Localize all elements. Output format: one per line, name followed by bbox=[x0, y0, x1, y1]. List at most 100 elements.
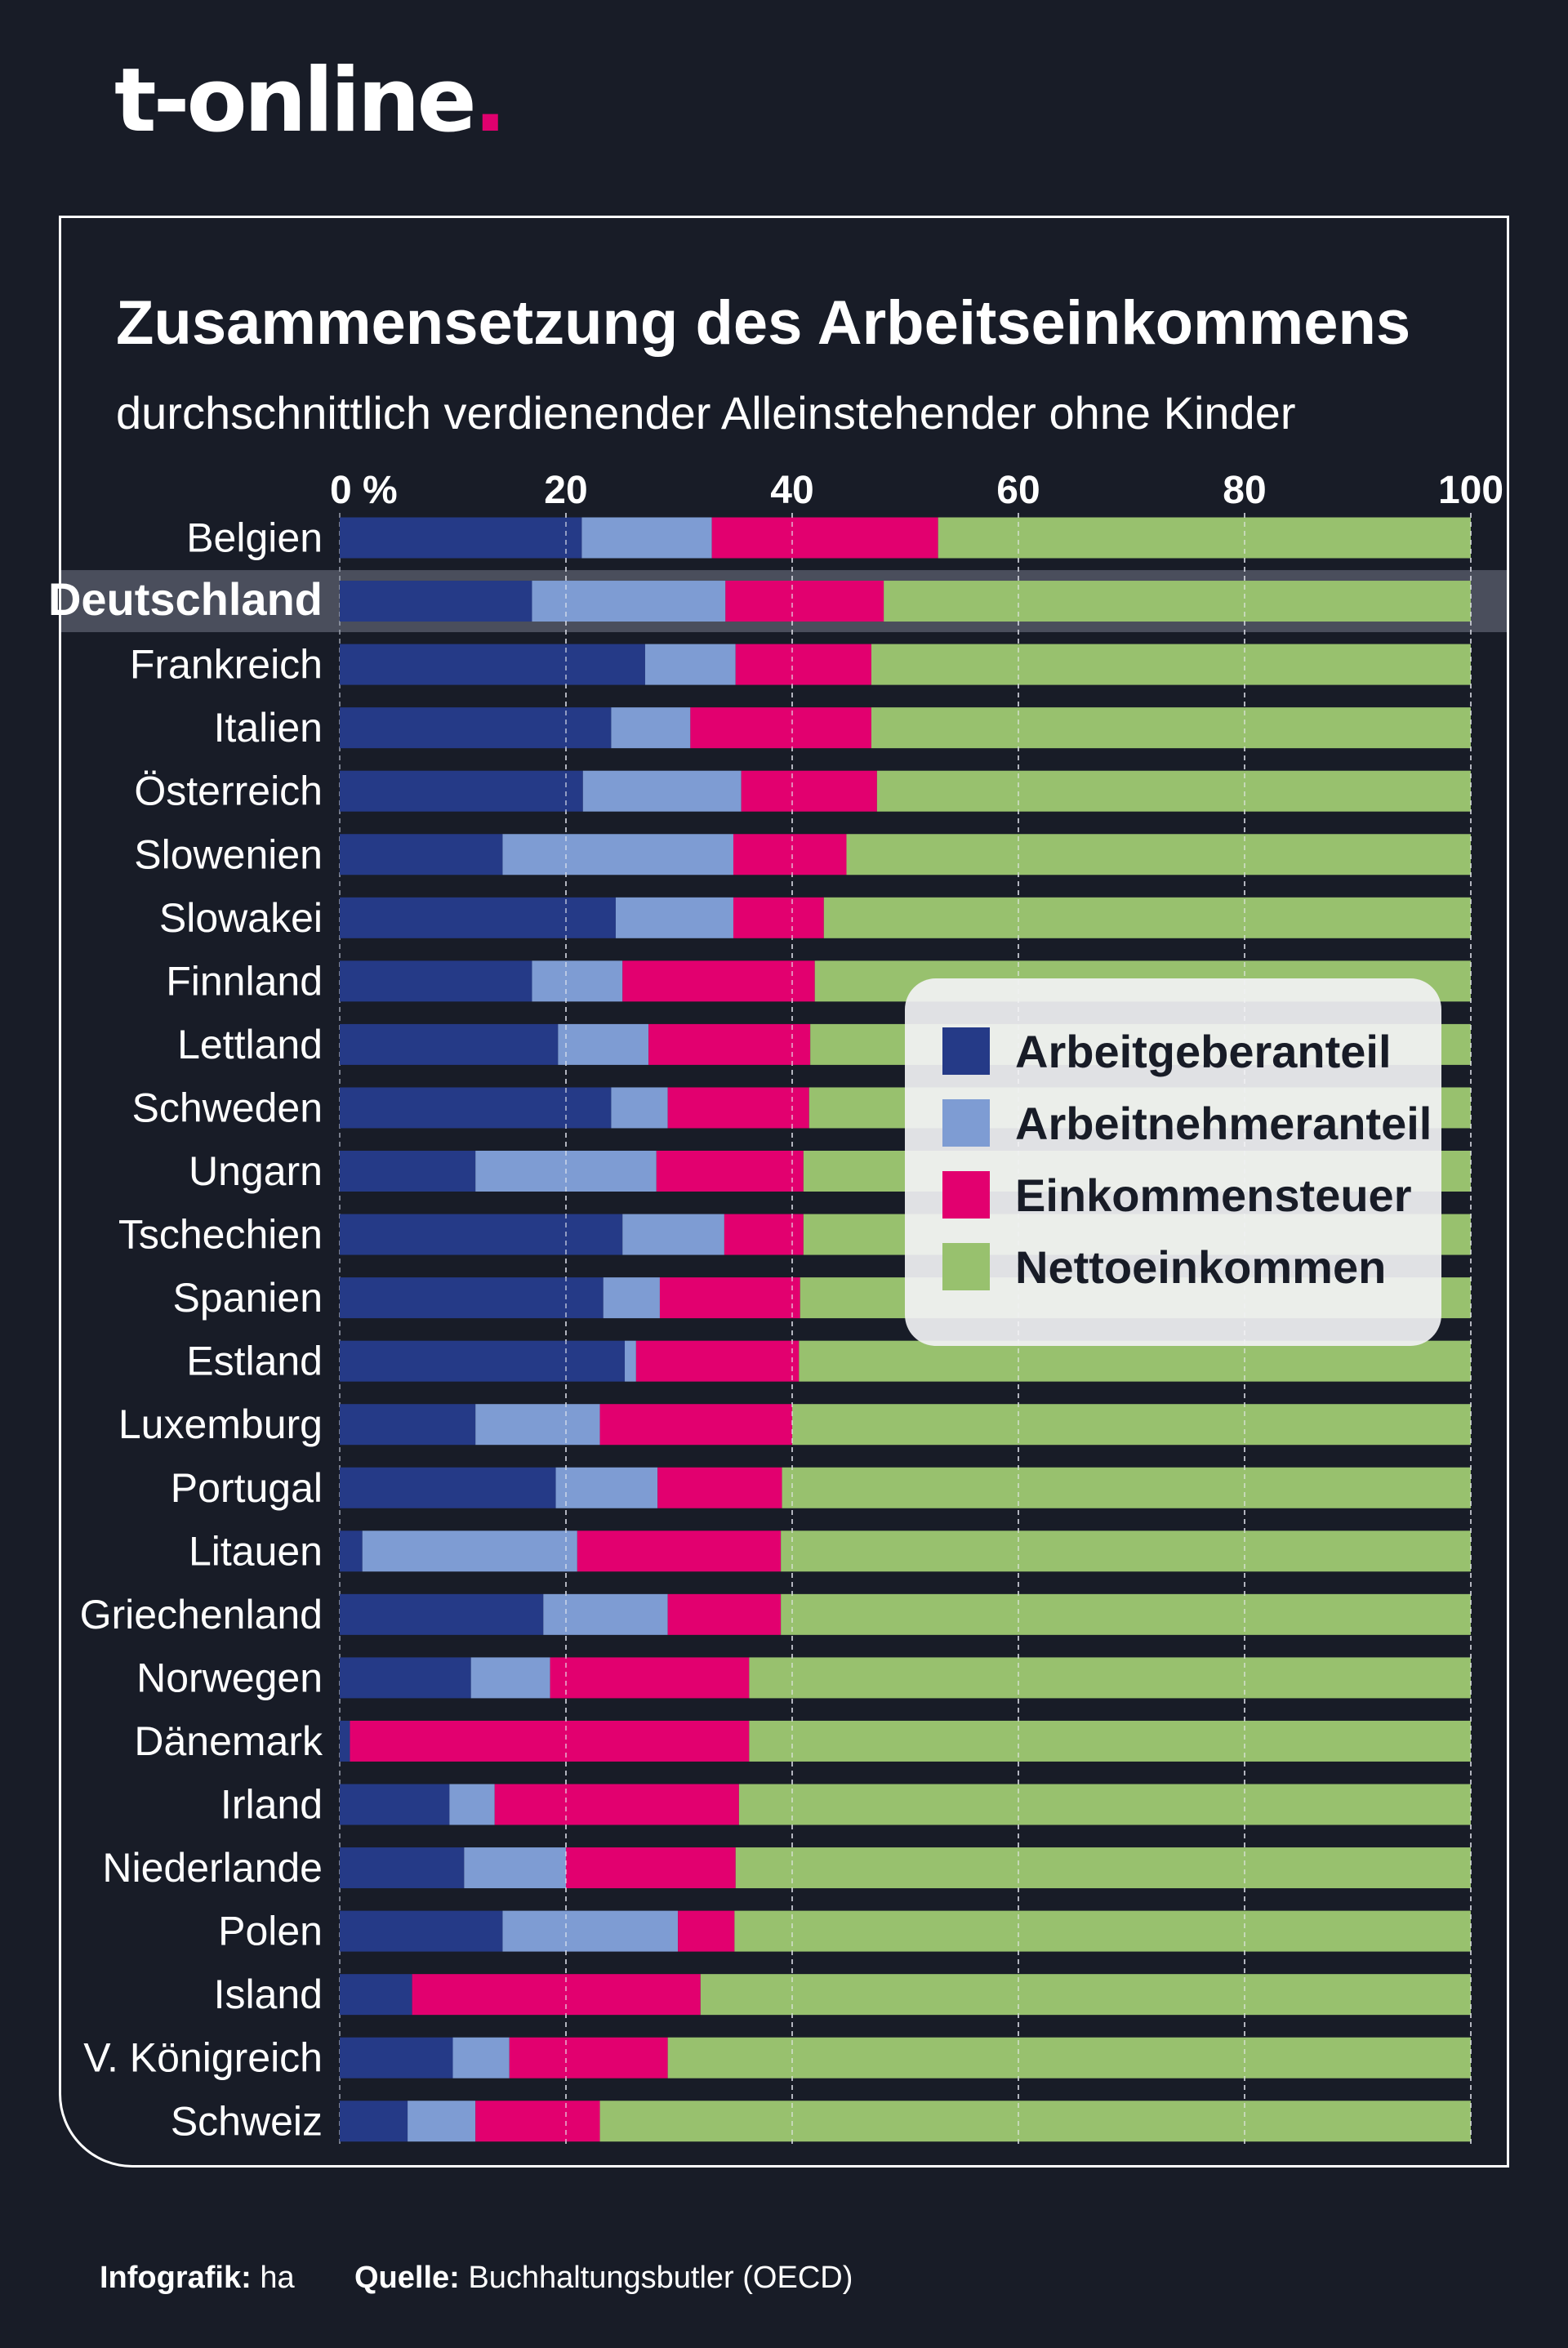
bar-slowenien-nettoeinkommen bbox=[846, 834, 1471, 875]
bar-polen-einkommensteuer bbox=[678, 1910, 735, 1952]
bar-slowakei-einkommensteuer bbox=[733, 897, 824, 938]
legend-label-einkommensteuer: Einkommensteuer bbox=[1015, 1170, 1412, 1221]
category-label-deutschland: Deutschland bbox=[48, 573, 323, 625]
bar-schweiz-nettoeinkommen bbox=[599, 2101, 1471, 2142]
bar-norwegen-arbeitnehmeranteil bbox=[470, 1657, 550, 1699]
bar-niederlande-nettoeinkommen bbox=[735, 1847, 1471, 1889]
bar-slowakei-nettoeinkommen bbox=[823, 897, 1471, 938]
category-label-oesterreich: Österreich bbox=[134, 769, 323, 814]
bar-schweden-einkommensteuer bbox=[667, 1087, 809, 1129]
category-label-luxemburg: Luxemburg bbox=[118, 1401, 323, 1447]
bar-niederlande-arbeitgeberanteil bbox=[340, 1847, 465, 1889]
source-label: Quelle: bbox=[354, 2261, 460, 2295]
bar-luxemburg-arbeitnehmeranteil bbox=[475, 1404, 600, 1446]
bar-tschechien-arbeitgeberanteil bbox=[340, 1214, 623, 1255]
chart-title: Zusammensetzung des Arbeitseinkommens bbox=[116, 288, 1411, 358]
legend-label-arbeitnehmeranteil: Arbeitnehmeranteil bbox=[1015, 1098, 1432, 1149]
category-label-litauen: Litauen bbox=[189, 1528, 323, 1574]
bar-frankreich-nettoeinkommen bbox=[871, 644, 1471, 685]
bar-luxemburg-einkommensteuer bbox=[599, 1404, 792, 1446]
logo-wordmark: t-online bbox=[114, 50, 477, 152]
bar-frankreich-arbeitnehmeranteil bbox=[644, 644, 736, 685]
bar-v-koenigreich-einkommensteuer bbox=[509, 2037, 668, 2078]
t-online-logo[interactable]: t-online. bbox=[114, 57, 507, 145]
bar-island-arbeitgeberanteil bbox=[340, 1974, 412, 2016]
category-label-estland: Estland bbox=[186, 1339, 323, 1384]
legend-label-nettoeinkommen: Nettoeinkommen bbox=[1015, 1241, 1386, 1293]
bar-schweiz-arbeitgeberanteil bbox=[340, 2101, 408, 2142]
category-label-schweiz: Schweiz bbox=[171, 2098, 323, 2144]
bar-portugal-arbeitnehmeranteil bbox=[555, 1467, 658, 1508]
category-label-spanien: Spanien bbox=[173, 1275, 323, 1321]
bar-belgien-nettoeinkommen bbox=[938, 517, 1471, 559]
x-tick-label: 80 bbox=[1223, 469, 1266, 512]
x-tick-label: 60 bbox=[996, 469, 1040, 512]
bar-spanien-einkommensteuer bbox=[659, 1277, 800, 1319]
bar-schweden-arbeitnehmeranteil bbox=[611, 1087, 668, 1129]
bar-portugal-arbeitgeberanteil bbox=[340, 1467, 556, 1508]
category-label-slowakei: Slowakei bbox=[159, 895, 323, 941]
bar-v-koenigreich-nettoeinkommen bbox=[667, 2037, 1471, 2078]
bar-finnland-einkommensteuer bbox=[622, 960, 815, 1002]
category-label-griechenland: Griechenland bbox=[80, 1592, 323, 1637]
bar-irland-arbeitnehmeranteil bbox=[449, 1784, 495, 1825]
bar-estland-arbeitnehmeranteil bbox=[625, 1340, 636, 1382]
category-label-portugal: Portugal bbox=[171, 1465, 323, 1511]
bar-slowenien-arbeitgeberanteil bbox=[340, 834, 503, 875]
bar-deutschland-arbeitgeberanteil bbox=[340, 581, 532, 622]
bar-norwegen-einkommensteuer bbox=[550, 1657, 750, 1699]
bar-finnland-arbeitnehmeranteil bbox=[532, 960, 623, 1002]
bar-estland-nettoeinkommen bbox=[799, 1340, 1471, 1382]
bar-portugal-nettoeinkommen bbox=[782, 1467, 1471, 1508]
bar-island-einkommensteuer bbox=[412, 1974, 701, 2016]
category-label-norwegen: Norwegen bbox=[136, 1655, 323, 1700]
x-tick-label: 0 % bbox=[330, 469, 398, 512]
category-label-finnland: Finnland bbox=[166, 958, 323, 1004]
bar-griechenland-arbeitnehmeranteil bbox=[543, 1593, 668, 1635]
logo-dot: . bbox=[473, 50, 507, 152]
x-tick-label: 100 bbox=[1438, 469, 1503, 512]
bar-island-nettoeinkommen bbox=[700, 1974, 1471, 2016]
bar-griechenland-einkommensteuer bbox=[667, 1593, 782, 1635]
bar-belgien-arbeitgeberanteil bbox=[340, 517, 582, 559]
bar-oesterreich-einkommensteuer bbox=[741, 770, 877, 812]
legend-label-arbeitgeberanteil: Arbeitgeberanteil bbox=[1015, 1026, 1392, 1077]
bar-slowakei-arbeitgeberanteil bbox=[340, 897, 616, 938]
x-tick-label: 20 bbox=[544, 469, 587, 512]
bar-deutschland-nettoeinkommen bbox=[884, 581, 1471, 622]
category-label-island: Island bbox=[214, 1972, 323, 2017]
bar-irland-einkommensteuer bbox=[494, 1784, 739, 1825]
legend-swatch-arbeitgeberanteil bbox=[942, 1027, 990, 1075]
category-label-irland: Irland bbox=[220, 1782, 323, 1828]
bar-portugal-einkommensteuer bbox=[657, 1467, 782, 1508]
bar-v-koenigreich-arbeitnehmeranteil bbox=[452, 2037, 510, 2078]
legend-swatch-arbeitnehmeranteil bbox=[942, 1099, 990, 1147]
bar-italien-nettoeinkommen bbox=[871, 707, 1471, 749]
legend-swatch-nettoeinkommen bbox=[942, 1243, 990, 1290]
category-label-tschechien: Tschechien bbox=[118, 1212, 323, 1258]
bar-litauen-arbeitnehmeranteil bbox=[362, 1530, 577, 1572]
bar-daenemark-arbeitgeberanteil bbox=[340, 1720, 350, 1762]
bar-lettland-einkommensteuer bbox=[648, 1023, 811, 1065]
bar-finnland-arbeitgeberanteil bbox=[340, 960, 532, 1002]
bar-schweden-arbeitgeberanteil bbox=[340, 1087, 612, 1129]
bar-tschechien-arbeitnehmeranteil bbox=[622, 1214, 724, 1255]
bar-lettland-arbeitgeberanteil bbox=[340, 1023, 559, 1065]
bar-italien-arbeitnehmeranteil bbox=[611, 707, 691, 749]
bar-niederlande-einkommensteuer bbox=[566, 1847, 736, 1889]
bar-luxemburg-nettoeinkommen bbox=[792, 1404, 1471, 1446]
bar-litauen-arbeitgeberanteil bbox=[340, 1530, 363, 1572]
bar-litauen-einkommensteuer bbox=[577, 1530, 782, 1572]
bar-belgien-arbeitnehmeranteil bbox=[581, 517, 712, 559]
bar-oesterreich-nettoeinkommen bbox=[876, 770, 1471, 812]
bar-deutschland-einkommensteuer bbox=[725, 581, 884, 622]
chart-subtitle: durchschnittlich verdienender Alleinsteh… bbox=[116, 387, 1296, 439]
bar-luxemburg-arbeitgeberanteil bbox=[340, 1404, 476, 1446]
bar-daenemark-nettoeinkommen bbox=[749, 1720, 1471, 1762]
bar-frankreich-arbeitgeberanteil bbox=[340, 644, 645, 685]
category-label-v-koenigreich: V. Königreich bbox=[83, 2035, 323, 2081]
source-value: Buchhaltungsbutler (OECD) bbox=[468, 2261, 853, 2295]
bar-slowenien-einkommensteuer bbox=[733, 834, 847, 875]
infografik-label: Infografik: bbox=[100, 2261, 252, 2295]
bar-polen-nettoeinkommen bbox=[734, 1910, 1471, 1952]
